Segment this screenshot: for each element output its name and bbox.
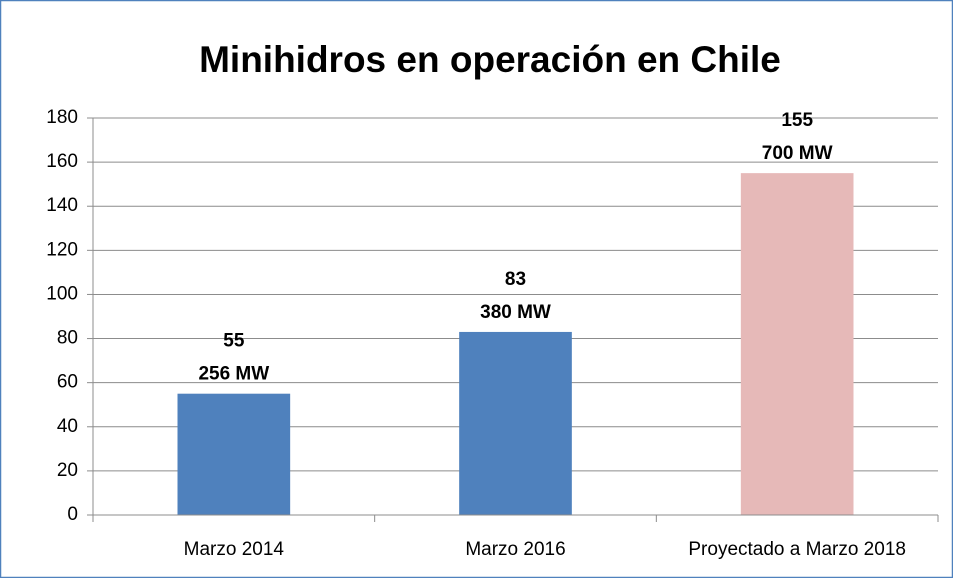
x-tick-label: Marzo 2016 — [465, 539, 565, 560]
data-label: 83 — [505, 269, 526, 290]
x-tick-label: Marzo 2014 — [184, 539, 285, 560]
chart-title: Minihidros en operación en Chile — [199, 39, 781, 80]
data-label: 55 — [223, 331, 245, 352]
data-annotation: 256 MW — [198, 364, 269, 385]
x-tick-label: Proyectado a Marzo 2018 — [688, 539, 906, 560]
y-tick-label: 20 — [57, 460, 78, 481]
y-tick-label: 160 — [46, 151, 78, 172]
y-tick-label: 40 — [57, 416, 78, 437]
y-tick-label: 80 — [57, 328, 78, 349]
bar — [177, 393, 291, 515]
y-tick-label: 60 — [57, 372, 78, 393]
data-annotation: 380 MW — [480, 302, 551, 323]
bar — [740, 173, 854, 515]
bar — [459, 331, 572, 515]
y-tick-label: 0 — [67, 504, 78, 525]
y-tick-label: 120 — [46, 239, 78, 260]
data-annotation: 700 MW — [762, 143, 833, 164]
y-tick-label: 180 — [46, 107, 78, 128]
y-tick-label: 140 — [46, 195, 78, 216]
data-label: 155 — [781, 110, 813, 131]
y-tick-label: 100 — [46, 283, 78, 304]
